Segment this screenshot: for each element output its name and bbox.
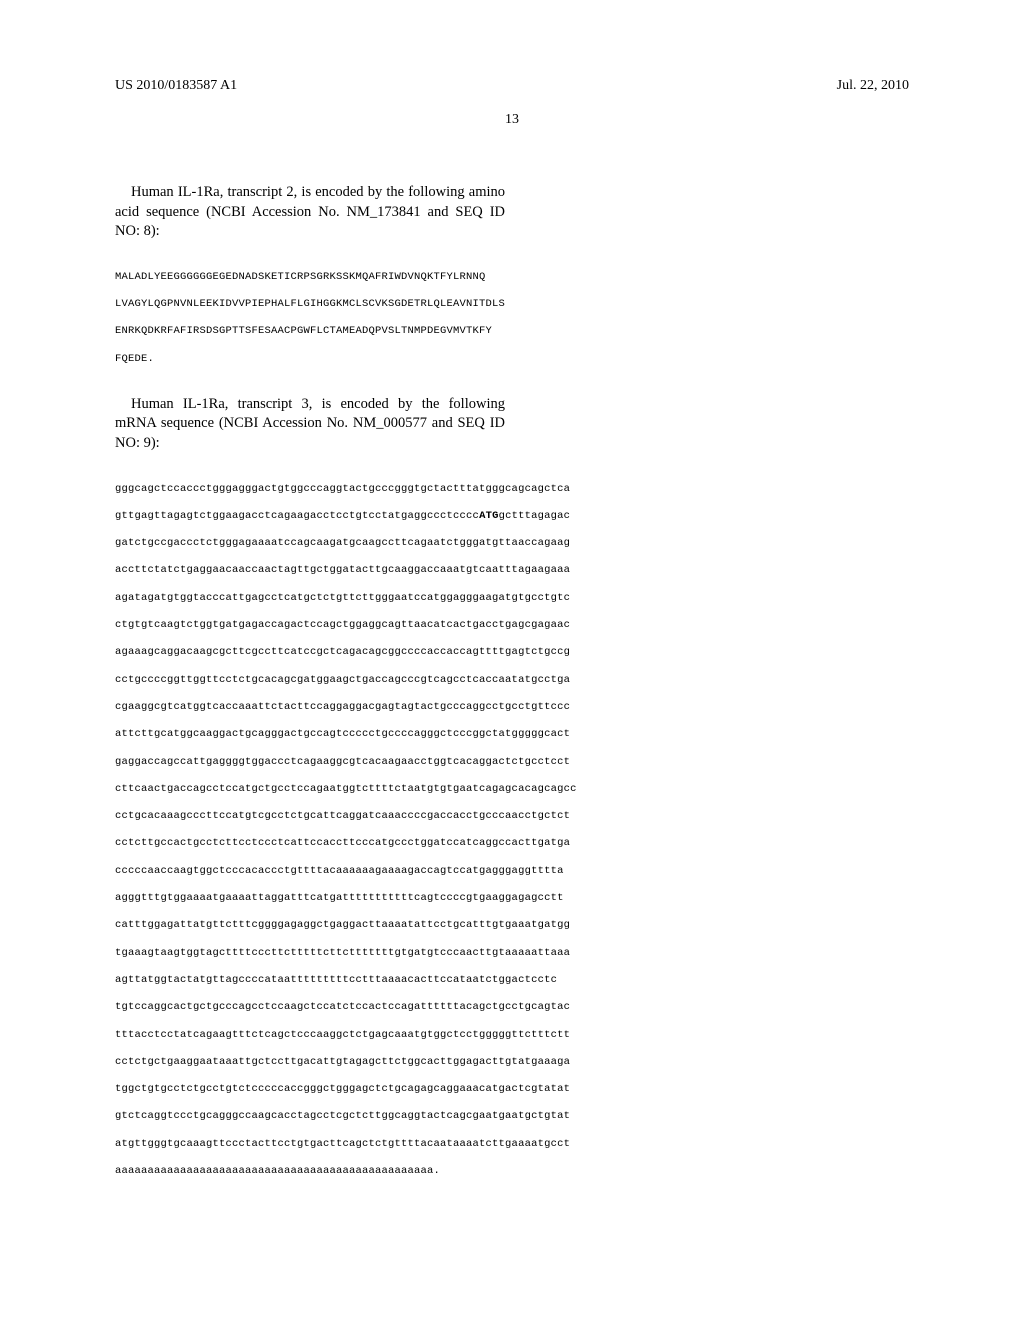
publication-number: US 2010/0183587 A1: [115, 78, 237, 94]
page-number: 13: [115, 112, 909, 128]
amino-acid-sequence: MALADLYEEGGGGGGEGEDNADSKETICRPSGRKSSKMQA…: [115, 264, 909, 373]
mrna-sequence: gggcagctccaccctgggagggactgtggcccaggtactg…: [115, 476, 909, 1186]
paragraph-1: Human IL-1Ra, transcript 2, is encoded b…: [115, 183, 505, 242]
paragraph-2: Human IL-1Ra, transcript 3, is encoded b…: [115, 395, 505, 454]
publication-date: Jul. 22, 2010: [837, 78, 909, 94]
